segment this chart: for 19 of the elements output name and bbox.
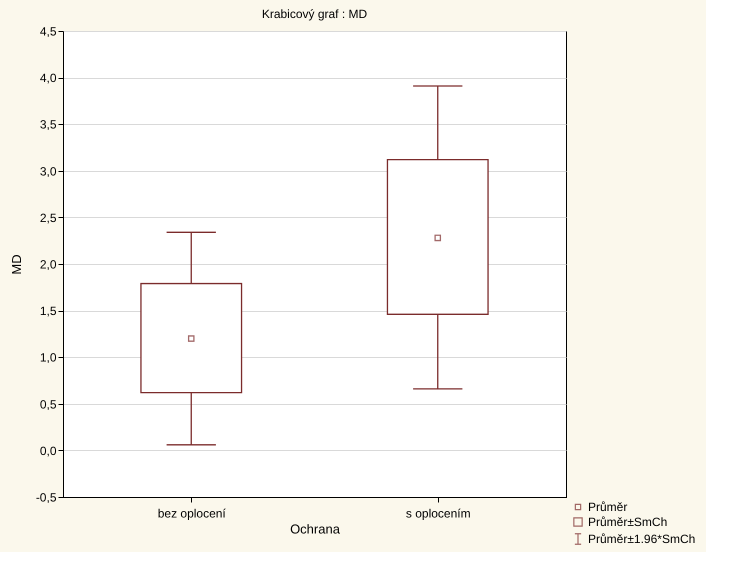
- x-tick-label: s oplocením: [406, 506, 471, 520]
- y-tick-label: 2,0: [40, 258, 57, 272]
- y-tick-label: 1,5: [40, 304, 57, 318]
- y-tick-label: 0,0: [40, 444, 57, 458]
- y-axis-title: MD: [8, 254, 24, 275]
- y-tick-label: 3,0: [40, 164, 57, 178]
- y-tick-label: 4,5: [40, 24, 57, 38]
- y-tick-label: -0,5: [36, 490, 57, 504]
- x-axis-title: Ochrana: [290, 522, 341, 536]
- y-tick-label: 2,5: [40, 210, 57, 225]
- y-tick-label: 3,5: [40, 118, 57, 132]
- text: Průměr±SmCh: [588, 515, 668, 529]
- y-tick-label: 4,0: [40, 71, 57, 86]
- y-tick-label: 1,0: [40, 350, 57, 365]
- text: Průměr: [588, 500, 628, 514]
- chart-title: Krabicový graf : MD: [262, 7, 368, 21]
- y-tick-label: 0,5: [40, 397, 57, 412]
- x-tick-label: bez oplocení: [158, 506, 226, 520]
- text: Průměr±1.96*SmCh: [588, 532, 696, 546]
